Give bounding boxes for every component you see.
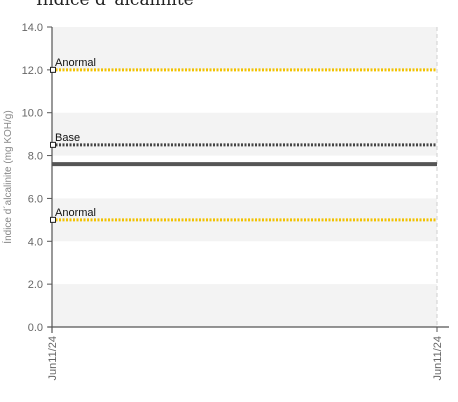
y-tick-label: 2.0 (28, 279, 43, 291)
x-tick-label: Jun11/24 (432, 336, 444, 380)
reference-line-label: Base (55, 132, 80, 144)
x-tick-label: Jun11/24 (47, 336, 59, 380)
y-tick-label: 12.0 (22, 65, 43, 77)
reference-line-label: Anormal (55, 207, 96, 219)
y-tick-label: 14.0 (22, 22, 43, 34)
y-tick-label: 4.0 (28, 236, 43, 248)
reference-line-label: Anormal (55, 57, 96, 69)
reference-marker (50, 66, 56, 73)
y-tick-label: 0.0 (28, 322, 43, 334)
reference-marker (50, 141, 56, 148)
y-tick-label: 6.0 (28, 193, 43, 205)
y-tick-label: 8.0 (28, 151, 43, 163)
background-band (52, 284, 437, 327)
reference-marker (50, 216, 56, 223)
y-axis-label: Índice d´alcalinite (mg KOH/g) (1, 110, 14, 243)
background-band (52, 112, 437, 156)
y-tick-label: 10.0 (22, 108, 43, 120)
chart-title: Índice d´alcalinite (36, 0, 194, 10)
background-band (52, 27, 437, 70)
